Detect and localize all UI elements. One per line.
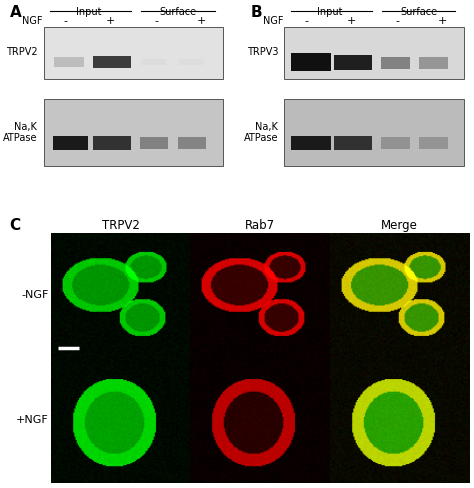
Text: +: + [438,16,447,26]
Text: +NGF: +NGF [16,415,48,426]
Text: +: + [347,16,356,26]
Text: -: - [304,16,308,26]
Text: Surface: Surface [400,7,437,17]
Text: Input: Input [317,7,343,17]
Bar [178,137,206,149]
Text: Merge: Merge [381,219,418,232]
Bar [44,27,223,79]
Bar [381,58,410,69]
Text: TRPV2: TRPV2 [101,219,139,232]
Text: Input: Input [76,7,102,17]
Bar [140,137,168,149]
Text: Na,K
ATPase: Na,K ATPase [244,122,278,143]
Text: +: + [106,16,115,26]
Bar [44,99,223,166]
Text: TRPV3: TRPV3 [246,47,278,57]
Bar [284,27,464,79]
Text: Na,K
ATPase: Na,K ATPase [3,122,37,143]
Text: TRPV2: TRPV2 [6,47,37,57]
Bar [419,137,448,149]
Bar [291,136,331,150]
Text: C: C [9,218,20,233]
Bar [291,54,331,71]
Bar [419,58,448,69]
Bar [284,99,464,166]
Bar [141,59,166,65]
Bar [381,137,410,149]
Text: -: - [63,16,67,26]
Bar [93,136,131,150]
Text: B: B [250,5,262,20]
Bar [179,59,204,65]
Text: +: + [197,16,207,26]
Bar [54,57,84,66]
Bar [53,136,88,150]
Bar [93,56,131,68]
Text: Surface: Surface [159,7,196,17]
Text: -NGF: -NGF [21,290,48,300]
Text: NGF: NGF [263,16,283,26]
Text: Rab7: Rab7 [245,219,275,232]
Text: NGF: NGF [22,16,43,26]
Bar [334,55,372,70]
Text: -: - [154,16,158,26]
Bar [334,136,372,150]
Text: A: A [9,5,21,20]
Text: -: - [395,16,399,26]
